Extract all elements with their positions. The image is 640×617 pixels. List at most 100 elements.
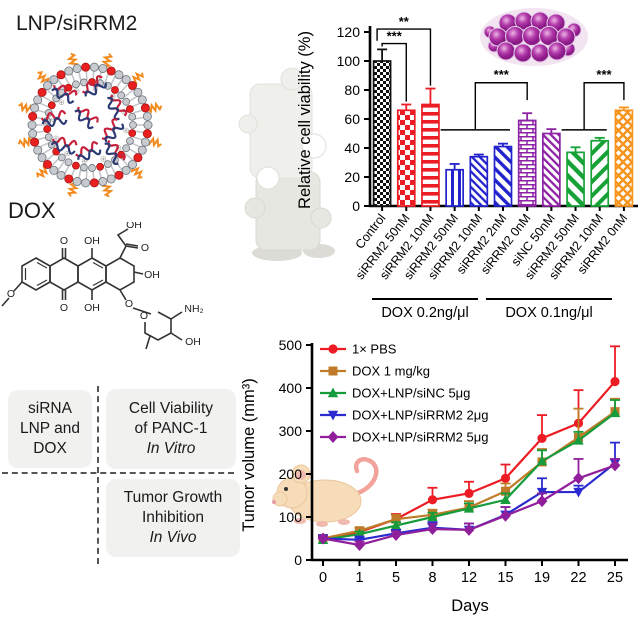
lipid-head-outer (72, 177, 82, 187)
lipid-head-inner (57, 153, 66, 162)
dox-atom-labels: OH O OH O OH O OH O O O NH₂ OH (7, 222, 204, 348)
bar-y-tick-label: 0 (352, 198, 360, 214)
lipid-head-outer (106, 66, 116, 76)
lipid-head-outer (89, 178, 99, 188)
line-x-tick-label: 25 (607, 570, 623, 586)
lipid-head-inner (126, 105, 134, 113)
bar-checker (396, 109, 416, 207)
sirna-duplex (40, 109, 68, 128)
dox-group-label: DOX 0.2ng/μl (381, 305, 468, 321)
significance-stars: *** (596, 67, 612, 82)
atom-label-quinone-o-top: O (60, 235, 68, 247)
peg-spike (17, 136, 33, 149)
dashed-divider-horizontal (2, 472, 234, 474)
line-chart-x-axis-label: Days (451, 597, 489, 615)
bar-y-tick-label: 100 (337, 53, 361, 69)
spheroid-cell (513, 43, 533, 63)
lipid-head-outer (89, 62, 99, 72)
atom-label-quinone-o-bottom: O (60, 302, 68, 314)
legend-item: 1× PBS (320, 342, 397, 357)
dashed-divider-vertical (97, 386, 99, 564)
peg-spike (18, 101, 33, 114)
line-x-tick-label: 12 (461, 570, 477, 586)
summary-box-line: of PANC-1 (134, 419, 208, 437)
lipid-head-outer (30, 137, 40, 147)
legend-item: DOX 1 mg/kg (320, 364, 430, 379)
lipid-head-outer (49, 75, 59, 85)
bar-diag-thin-2 (542, 132, 561, 207)
lipid-head-inner (111, 86, 119, 94)
bar-y-tick-label: 80 (344, 82, 360, 98)
lipid-head-outer (42, 159, 52, 169)
lipid-head-inner (122, 97, 131, 106)
sirna-duplex (51, 84, 78, 104)
lipid-head-outer (49, 165, 59, 175)
lipid-head-inner (72, 80, 80, 89)
atom-label-chain-oh: OH (126, 222, 142, 231)
bar-diamond-lattice (614, 109, 634, 207)
summary-box-cell-viability: Cell Viability of PANC-1 In Vitro (106, 389, 236, 469)
legend-item: DOX+LNP/siNC 5μg (320, 386, 470, 401)
bar-y-tick-label: 120 (337, 24, 361, 40)
significance-bracket (474, 82, 528, 130)
lipid-head-inner (122, 144, 131, 153)
lipid-head-outer (137, 95, 147, 105)
sirna-duplex (104, 139, 126, 165)
lipid-head-outer (137, 145, 147, 155)
legend-label: 1× PBS (352, 342, 397, 357)
spheroid-cell (522, 26, 542, 46)
lipid-head-outer (133, 87, 143, 97)
legend-label: DOX 1 mg/kg (352, 364, 430, 379)
lipid-head-outer (30, 103, 40, 113)
lipid-head-outer (56, 170, 66, 180)
spheroid-cell (530, 43, 550, 63)
sirna-duplex (75, 141, 102, 161)
lipid-head-inner (43, 125, 52, 133)
atom-label-ring-o: O (140, 310, 148, 322)
summary-box-line: LNP and (19, 419, 81, 437)
lipid-head-inner (96, 162, 105, 171)
cell-spheroid-image (480, 8, 588, 66)
sirna-duplex (74, 106, 99, 130)
spheroid-cell (556, 27, 576, 47)
lipid-head-outer (56, 70, 66, 80)
lipid-head-inner (103, 160, 112, 169)
lipid-head-inner (117, 91, 126, 100)
atom-label-methoxy-o: O (7, 288, 15, 300)
sirna-duplex (107, 94, 128, 121)
line-y-tick-label: 500 (279, 337, 303, 353)
lipid-head-outer (98, 177, 108, 187)
peg-spike (147, 136, 162, 149)
lipid-head-inner (72, 161, 80, 170)
summary-box-line: Tumor Growth (123, 488, 223, 506)
peg-spike (147, 101, 163, 114)
bar-y-tick-label: 20 (344, 169, 360, 185)
line-y-tick-label: 0 (294, 552, 302, 568)
lipid-head-outer (121, 75, 131, 85)
lipid-head-outer (140, 103, 150, 113)
bar-diag-med (493, 145, 513, 207)
summary-box-line: Cell Viability (128, 399, 214, 417)
dox-skeleton (1, 228, 183, 350)
lipid-head-outer (33, 145, 43, 155)
atom-label-chain-o: O (141, 242, 149, 254)
lipid-head-outer (140, 137, 150, 147)
dox-group-label: DOX 0.1ng/μl (505, 305, 592, 321)
lipid-head-outer (142, 111, 152, 121)
mouse-illustration (272, 457, 379, 527)
legend-item: DOX+LNP/siRRM2 5μg (320, 430, 488, 445)
legend-label: DOX+LNP/siRRM2 2μg (352, 408, 488, 423)
legend-item: DOX+LNP/siRRM2 2μg (320, 408, 488, 423)
peg-spike (36, 71, 50, 84)
lipid-head-outer (143, 120, 153, 130)
lipid-head-inner (79, 163, 88, 172)
lipid-head-inner (47, 101, 56, 110)
summary-box-tumor-growth: Tumor Growth Inhibition In Vivo (106, 479, 240, 557)
bar-vstripes (445, 168, 464, 207)
lipid-head-inner (128, 112, 137, 121)
significance-stars: *** (494, 67, 510, 82)
dox-chemical-structure: OH O OH O OH O OH O O O NH₂ OH (1, 222, 204, 350)
summary-box-line: DOX (33, 440, 67, 458)
